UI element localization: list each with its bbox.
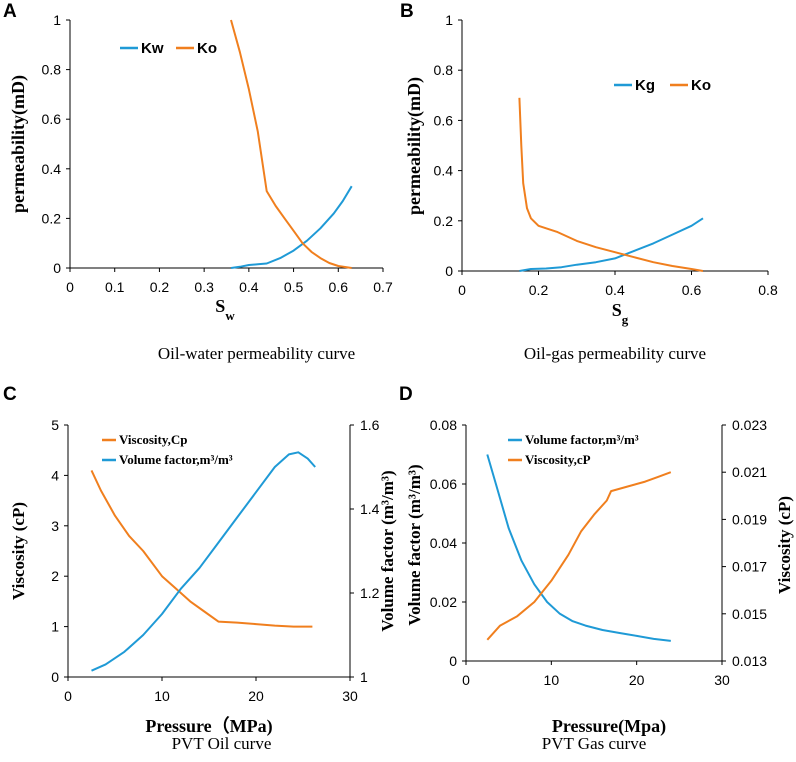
y-axis-label: Viscosity (cP) [9, 502, 28, 600]
y-tick-label: 0 [449, 653, 457, 669]
x-tick-label: 0.2 [150, 279, 170, 295]
x-tick-label: 30 [342, 688, 358, 704]
y-tick-label: 0.2 [42, 210, 62, 226]
y-tick-label: 0.4 [434, 163, 454, 179]
panel-label: C [3, 384, 17, 405]
y-tick-label: 2 [51, 568, 59, 584]
y-axis-label: permeability(mD) [8, 75, 29, 213]
x-tick-label: 0.2 [529, 282, 549, 298]
x-tick-label: 0.6 [682, 282, 702, 298]
y-tick-label: 0.6 [42, 111, 62, 127]
y-tick-label: 4 [51, 467, 59, 483]
series-line-kw [230, 185, 353, 269]
y-axis-label: Volume factor (m³/m³) [405, 464, 424, 625]
series-line-ko [230, 19, 352, 269]
x-tick-label: 0.4 [605, 282, 625, 298]
y2-axis-label: Volume factor (m³/m³) [378, 470, 397, 631]
x-tick-label: 0 [64, 688, 72, 704]
legend: Kg Ko [614, 77, 711, 94]
legend-label: Kw [141, 40, 164, 57]
y2-tick-label: 1.6 [360, 417, 380, 433]
y-tick-label: 0.4 [42, 161, 62, 177]
legend-label: Viscosity,cP [525, 452, 591, 467]
panel-caption: PVT Oil curve [172, 734, 272, 753]
x-tick-label: 0.4 [239, 279, 259, 295]
x-tick-label: 20 [248, 688, 264, 704]
x-tick-label: 0.8 [758, 282, 778, 298]
chart-panel-b: B 0 0.2 0.4 0.6 0.8 0 0.2 0.4 0.6 0.8 1 Sg permeabili… [400, 1, 778, 363]
x-tick-label: 0 [458, 282, 466, 298]
x-tick-label: 0.6 [329, 279, 349, 295]
series-line-kg [519, 217, 704, 272]
x-axis-label: Sw [215, 296, 235, 323]
y-tick-label: 0.06 [430, 476, 457, 492]
legend: Volume factor,m³/m³ Viscosity,cP [508, 432, 639, 467]
legend-label: Ko [691, 77, 711, 94]
y2-tick-label: 0.013 [732, 653, 767, 669]
x-axis-label: Pressure（MPa) [145, 716, 272, 737]
x-tick-label: 20 [629, 672, 645, 688]
y2-tick-label: 1.4 [360, 501, 380, 517]
y2-tick-label: 1.2 [360, 585, 380, 601]
series-line-viscosity-cp [486, 471, 672, 641]
series-line-viscosity-cp [90, 469, 313, 628]
panel-caption: Oil-water permeability curve [158, 344, 355, 363]
y-axis-label: permeability(mD) [404, 77, 425, 215]
y-tick-label: 1 [53, 12, 61, 28]
legend: Viscosity,Cp Volume factor,m³/m³ [102, 432, 233, 467]
y-tick-label: 5 [51, 417, 59, 433]
y-tick-label: 0 [51, 669, 59, 685]
series-line-volume-factor-m-m [91, 451, 316, 672]
panel-label: B [400, 1, 414, 22]
y2-tick-label: 0.019 [732, 511, 767, 527]
x-tick-label: 0 [66, 279, 74, 295]
x-tick-label: 10 [154, 688, 170, 704]
y2-axis-label: Viscosity (cP) [775, 496, 794, 594]
legend-label: Kg [635, 77, 655, 94]
x-tick-label: 0 [462, 672, 470, 688]
chart-panel-a: A 0 0.1 0.2 0.3 0.4 0.5 0.6 0.7 0 0.2 0.4 0.6 0.8 1 Sw p… [3, 1, 393, 363]
x-tick-label: 10 [544, 672, 560, 688]
y2-tick-label: 1 [360, 669, 368, 685]
y-tick-label: 0.08 [430, 417, 457, 433]
y-tick-label: 3 [51, 518, 59, 534]
series-line-volume-factor-m-m [486, 454, 671, 642]
legend-label: Ko [197, 40, 217, 57]
y-tick-label: 0.02 [430, 594, 457, 610]
y-tick-label: 0 [445, 263, 453, 279]
y-tick-label: 0.8 [42, 62, 62, 78]
x-tick-label: 30 [714, 672, 730, 688]
y-tick-label: 0.8 [434, 62, 454, 78]
panel-caption: PVT Gas curve [542, 734, 647, 753]
x-axis-label: Pressure(Mpa) [552, 716, 666, 737]
x-tick-label: 0.7 [373, 279, 393, 295]
legend-label: Viscosity,Cp [119, 432, 188, 447]
panel-label: A [3, 1, 17, 22]
legend-label: Volume factor,m³/m³ [119, 452, 233, 467]
series-line-ko [518, 97, 704, 272]
chart-panel-d: D 0 10 20 30 0 0.02 0.04 0.06 0.08 0.013 0.015 0.017… [399, 384, 794, 753]
y-tick-label: 1 [445, 12, 453, 28]
y2-tick-label: 0.021 [732, 464, 767, 480]
y2-tick-label: 0.023 [732, 417, 767, 433]
y2-tick-label: 0.015 [732, 606, 767, 622]
y-tick-label: 0.2 [434, 213, 454, 229]
y-tick-label: 0.6 [434, 112, 454, 128]
y2-tick-label: 0.017 [732, 559, 767, 575]
x-tick-label: 0.1 [105, 279, 125, 295]
legend: Kw Ko [120, 40, 217, 57]
panel-caption: Oil-gas permeability curve [524, 344, 706, 363]
x-tick-label: 0.3 [194, 279, 214, 295]
x-tick-label: 0.5 [284, 279, 304, 295]
panel-label: D [399, 384, 413, 405]
y-tick-label: 0.04 [430, 535, 457, 551]
x-axis-label: Sg [612, 300, 629, 327]
chart-panel-c: C 0 10 20 30 0 1 2 3 4 5 1 1.2 1.4 1.6 Pressure（MPa) Vis… [3, 384, 397, 753]
legend-label: Volume factor,m³/m³ [525, 432, 639, 447]
y-tick-label: 0 [53, 260, 61, 276]
y-tick-label: 1 [51, 619, 59, 635]
